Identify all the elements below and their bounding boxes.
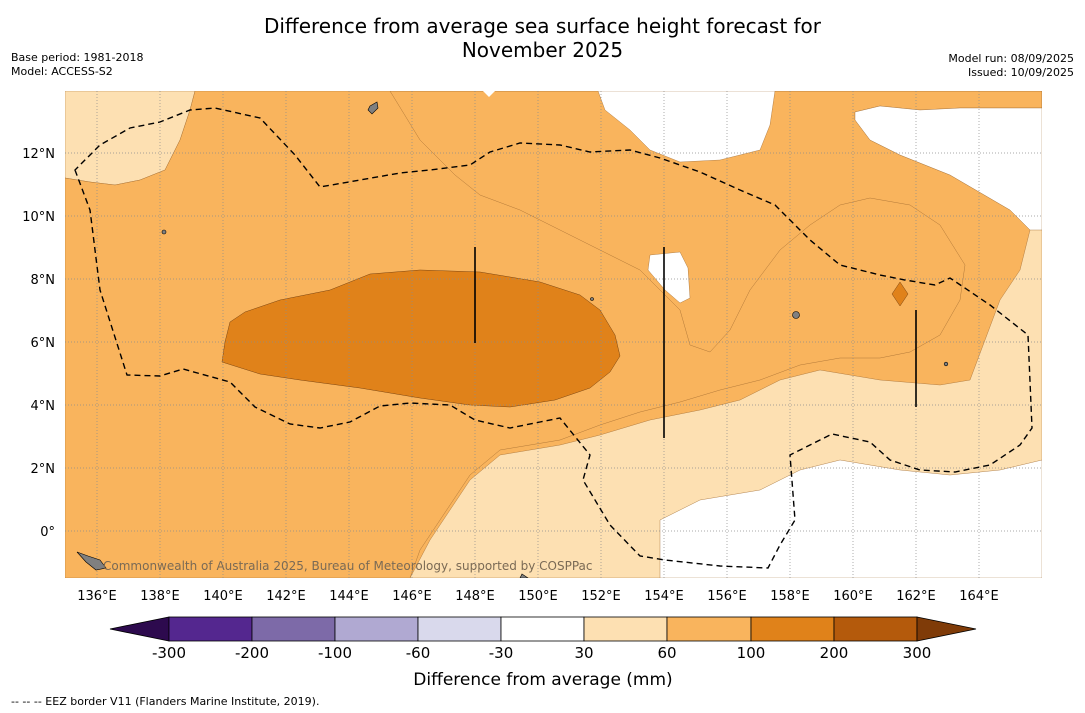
x-tick-3: 142°E [266,589,306,604]
x-tick-5: 146°E [392,589,432,604]
model-name: Model: ACCESS-S2 [11,65,113,78]
cb-tick-8: 200 [820,644,849,662]
colorbar [109,616,977,642]
x-ticks: 136°E 138°E 140°E 142°E 144°E 146°E 148°… [77,589,999,604]
colorbar-seg-1 [168,616,253,642]
x-tick-9: 154°E [644,589,684,604]
y-tick-6: 12°N [22,147,55,162]
level-100-200-small [891,281,909,307]
colorbar-seg-8 [750,616,835,642]
level-neutral-southeast [659,459,1042,578]
colorbar-ticks: -300 -200 -100 -60 -30 30 60 100 200 300 [152,644,931,662]
x-tick-6: 148°E [455,589,495,604]
model-run: Model run: 08/09/2025 [948,52,1074,65]
issued-date: Issued: 10/09/2025 [967,66,1074,79]
x-tick-13: 162°E [896,589,936,604]
cb-tick-5: 30 [574,644,593,662]
base-period: Base period: 1981-2018 [11,51,144,64]
y-tick-2: 4°N [31,399,56,414]
y-tick-1: 2°N [31,462,56,477]
x-tick-8: 152°E [581,589,621,604]
colorbar-seg-2 [251,616,336,642]
x-tick-12: 160°E [833,589,873,604]
colorbar-seg-3 [334,616,419,642]
x-tick-7: 150°E [518,589,558,604]
colorbar-arrow-high [916,616,977,642]
y-tick-0: 0° [40,525,55,540]
colorbar-seg-7 [666,616,752,642]
cb-tick-4: -30 [489,644,514,662]
x-tick-4: 144°E [329,589,369,604]
colorbar-seg-9 [833,616,918,642]
footer-legend: -- -- -- EEZ border V11 (Flanders Marine… [11,695,320,708]
title-line-1: Difference from average sea surface heig… [263,14,822,38]
meta-left: Base period: 1981-2018 Model: ACCESS-S2 [11,51,143,79]
eez-border [74,107,1033,569]
y-tick-5: 10°N [22,210,55,225]
colorbar-seg-4 [417,616,502,642]
islands [76,101,949,578]
x-tick-11: 158°E [770,589,810,604]
cb-tick-3: -60 [406,644,431,662]
x-tick-14: 164°E [959,589,999,604]
level-neutral-northeast [854,105,1042,231]
cb-tick-0: -300 [152,644,186,662]
colorbar-arrow-low [109,616,170,642]
y-tick-4: 8°N [31,273,56,288]
level-100-200-core [221,269,621,408]
chart-title: Difference from average sea surface heig… [0,14,1085,62]
x-tick-0: 136°E [77,589,117,604]
x-tick-1: 138°E [140,589,180,604]
copyright: Commonwealth of Australia 2025, Bureau o… [103,559,593,573]
title-line-2: November 2025 [461,38,624,62]
cb-tick-1: -200 [235,644,269,662]
y-ticks: 0° 2°N 4°N 6°N 8°N 10°N 12°N [22,147,55,540]
colorbar-label: Difference from average (mm) [413,670,672,690]
meta-right: Model run: 08/09/2025 Issued: 10/09/2025 [948,52,1074,80]
vectors [474,247,917,438]
colorbar-seg-6 [583,616,668,642]
level-neutral-island [647,251,691,304]
level-neutral-north [597,91,776,163]
level-neutral-north-patch [483,91,495,97]
cb-tick-9: 300 [903,644,932,662]
cb-tick-6: 60 [657,644,676,662]
cb-tick-7: 100 [737,644,766,662]
map-area: Commonwealth of Australia 2025, Bureau o… [65,91,1042,578]
y-tick-3: 6°N [31,336,56,351]
colorbar-seg-5 [500,616,585,642]
x-tick-2: 140°E [203,589,243,604]
cb-tick-2: -100 [318,644,352,662]
x-tick-10: 156°E [707,589,747,604]
